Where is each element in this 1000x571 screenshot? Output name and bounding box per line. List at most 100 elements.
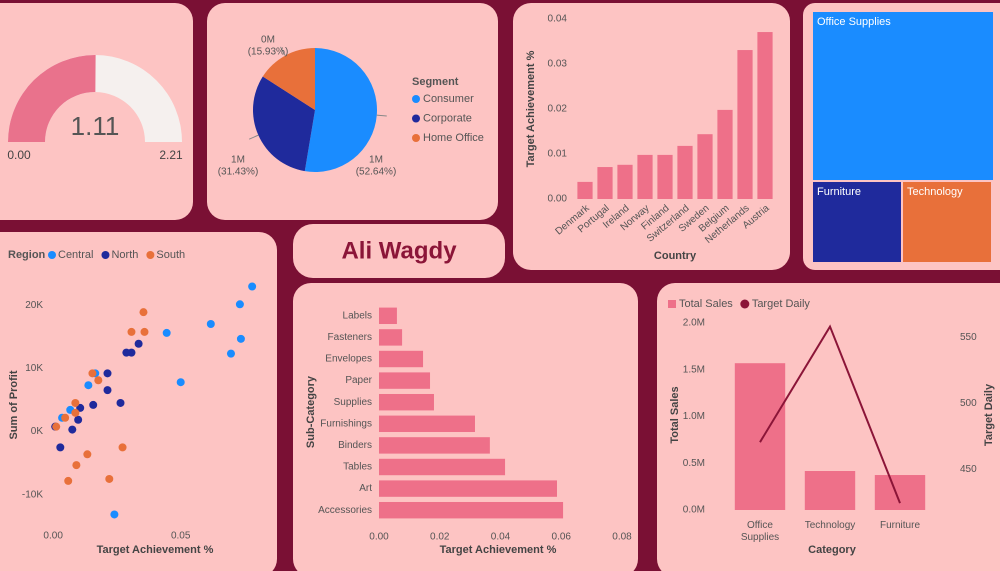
pie-percent-label: (52.64%) (356, 167, 397, 178)
legend-marker (412, 95, 420, 103)
bar (697, 134, 713, 199)
legend-label: South (156, 249, 185, 261)
pie-amount-label: 1M (231, 155, 245, 166)
scatter-point (127, 327, 136, 336)
x-tick-label: 0.02 (430, 532, 450, 543)
x-tick-label: 0.05 (171, 531, 191, 542)
scatter-point (64, 476, 73, 485)
bar (874, 475, 926, 510)
y-tick-label: Labels (343, 310, 372, 321)
legend-label: Consumer (423, 93, 474, 105)
pie-slice (253, 76, 315, 172)
y2-tick-label: 550 (960, 332, 977, 343)
scatter-point (76, 403, 85, 412)
scatter-point (84, 381, 93, 390)
gauge-panel (0, 3, 193, 220)
bar (379, 350, 424, 368)
treemap-tile (813, 182, 901, 262)
x-axis-title: Category (808, 544, 857, 556)
pie-slice (262, 48, 315, 110)
y-axis-title: Sub-Category (305, 375, 317, 448)
legend-title: Segment (412, 76, 459, 88)
y-tick-label: Furnishings (320, 418, 372, 429)
scatter-point (94, 376, 103, 385)
scatter-point (139, 308, 148, 317)
bar (677, 145, 693, 199)
y-tick-label: 0.0M (683, 505, 705, 516)
scatter-point (52, 422, 61, 431)
x-tick-label: 0.08 (612, 532, 632, 543)
x-tick-label: Technology (805, 520, 856, 531)
scatter-point (71, 398, 80, 407)
scatter-point (162, 328, 171, 337)
scatter-point (103, 386, 112, 395)
bar (379, 307, 397, 325)
pie-percent-label: (31.43%) (218, 167, 259, 178)
y-axis-title: Target Achievement % (525, 50, 537, 167)
bar (737, 50, 753, 199)
y-tick-label: Binders (338, 440, 372, 451)
scatter-point (56, 443, 65, 452)
scatter-point (116, 398, 125, 407)
x-tick-label: 0.00 (369, 532, 389, 543)
y-tick-label: Art (359, 483, 372, 494)
scatter-point (105, 474, 114, 483)
scatter-point (235, 300, 244, 309)
x-axis-title: Target Achievement % (97, 544, 214, 556)
country-panel (513, 3, 790, 270)
line (759, 324, 901, 504)
scatter-point (110, 510, 119, 519)
scatter-point (122, 348, 131, 357)
scatter-point (134, 339, 143, 348)
legend-label: North (111, 249, 138, 261)
bar (637, 154, 653, 199)
y-axis-title: Total Sales (669, 386, 681, 443)
treemap-label: Office Supplies (817, 16, 891, 28)
bar (617, 164, 633, 199)
bar (379, 437, 490, 454)
pie-slice (304, 47, 377, 172)
bar (757, 32, 773, 199)
name-panel (293, 224, 505, 278)
y2-axis-title: Target Daily (983, 383, 995, 446)
scatter-point (118, 443, 127, 452)
legend-marker (101, 251, 110, 259)
bar (804, 471, 856, 510)
x-tick-label: 0.06 (552, 532, 572, 543)
scatter-point (74, 415, 83, 424)
gauge-tick-label: 0.00 (7, 148, 31, 162)
bar (577, 181, 593, 199)
y-tick-label: 2.0M (683, 318, 705, 329)
treemap-label: Furniture (817, 186, 861, 198)
y-tick-label: Accessories (318, 505, 372, 516)
x-tick-label: Office Supplies (741, 520, 779, 543)
legend-label: Total Sales (679, 298, 733, 310)
bar (379, 480, 557, 497)
legend-title: Region (8, 249, 46, 261)
bar (379, 372, 431, 389)
y2-tick-label: 450 (960, 464, 977, 475)
scatter-point (248, 282, 257, 291)
y-tick-label: Supplies (334, 397, 372, 408)
scatter-panel (0, 232, 277, 571)
y-tick-label: 0.5M (683, 458, 705, 469)
scatter-point (68, 425, 77, 434)
y-tick-label: 20K (25, 300, 43, 311)
scatter-point (226, 349, 235, 358)
pie-amount-label: 1M (369, 155, 383, 166)
treemap-label: Technology (907, 186, 963, 198)
y-tick-label: -10K (22, 489, 43, 500)
legend-label: Home Office (423, 132, 484, 144)
y-tick-label: Tables (343, 462, 372, 473)
scatter-point (88, 369, 97, 378)
y-tick-label: 10K (25, 363, 43, 374)
scatter-point (140, 327, 149, 336)
treemap-tile (903, 182, 991, 262)
x-tick-label: 0.00 (43, 531, 63, 542)
scatter-point (103, 369, 112, 378)
y-tick-label: Envelopes (325, 354, 372, 365)
scatter-point (72, 461, 81, 470)
y-tick-label: 0.00 (548, 194, 568, 205)
